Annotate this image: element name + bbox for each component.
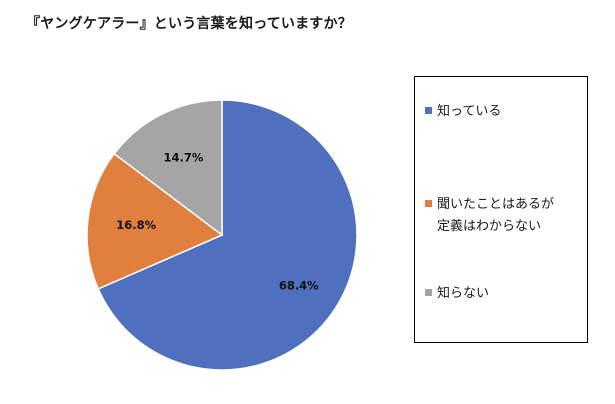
legend-swatch-dont-know bbox=[425, 289, 432, 296]
legend-item-know: 知っている bbox=[425, 101, 587, 123]
slice-label-dont-know: 14.7% bbox=[164, 151, 204, 165]
legend-label-know: 知っている bbox=[437, 104, 502, 119]
slice-label-heard: 16.8% bbox=[116, 218, 156, 232]
pie-slice-dont-know bbox=[113, 99, 223, 237]
legend-swatch-know bbox=[425, 107, 432, 114]
legend-label-heard: 聞いたことはあるが 定義はわからない bbox=[437, 197, 555, 234]
pie-chart: 68.4% 16.8% 14.7% bbox=[86, 99, 358, 371]
legend-swatch-heard bbox=[425, 200, 432, 207]
legend-label-dont-know: 知らない bbox=[437, 286, 490, 301]
legend: 知っている 聞いたことはあるが 定義はわからない 知らない bbox=[414, 76, 588, 343]
chart-title: 『ヤングケアラー』という言葉を知っていますか？ bbox=[26, 16, 352, 32]
legend-item-heard: 聞いたことはあるが 定義はわからない bbox=[425, 194, 587, 238]
slice-label-know: 68.4% bbox=[279, 278, 319, 292]
pie-slice-heard bbox=[86, 152, 224, 290]
pie-slice-know bbox=[97, 99, 358, 371]
legend-item-dont-know: 知らない bbox=[425, 283, 587, 305]
